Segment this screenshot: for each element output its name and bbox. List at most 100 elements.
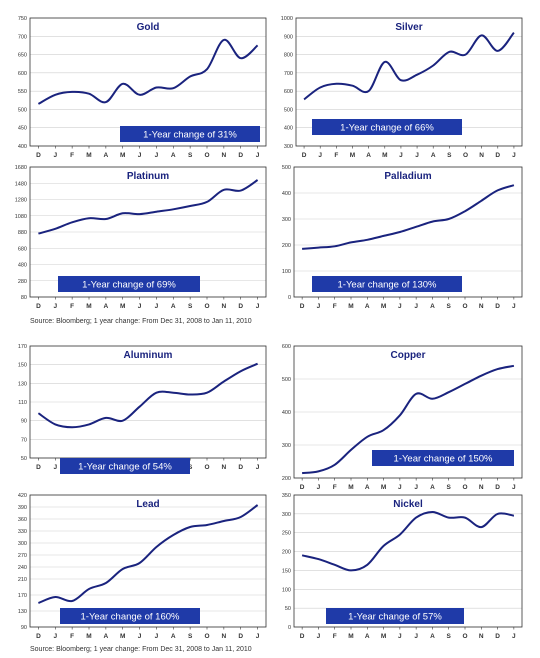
copper-y-tick-label: 500	[282, 377, 291, 383]
palladium-plot-frame	[293, 166, 523, 298]
silver-x-tick-label: M	[350, 152, 355, 159]
lead-change-badge-label: 1-Year change of 160%	[81, 612, 181, 623]
nickel-x-tick-label: J	[512, 633, 516, 640]
gold-x-tick-label: D	[36, 152, 41, 159]
palladium-change-badge	[312, 276, 462, 292]
platinum-x-tick-label: D	[36, 303, 41, 310]
nickel-x-tick-label: D	[300, 633, 305, 640]
copper-series-line	[301, 364, 515, 475]
gold-x-tick-label: A	[104, 152, 109, 159]
palladium-x-tick-label: S	[447, 303, 452, 310]
lead-x-tick-label: F	[70, 633, 74, 640]
nickel-y-tick-label: 100	[282, 587, 291, 593]
silver-y-tick-label: 1000	[281, 16, 293, 22]
nickel-y-tick-label: 300	[282, 512, 291, 518]
lead-x-tick-label: D	[238, 633, 243, 640]
copper-y-tick-label: 200	[282, 476, 291, 482]
aluminum-y-tick-label: 110	[18, 400, 27, 406]
lead-x-tick-label: J	[138, 633, 142, 640]
gold-x-tick-label: N	[222, 152, 227, 159]
platinum-chart-title: Platinum	[127, 171, 169, 182]
palladium-y-tick-label: 100	[282, 269, 291, 275]
gold-y-tick-label: 650	[18, 53, 27, 59]
gold-series-line	[37, 38, 259, 105]
silver-y-tick-label: 300	[284, 144, 293, 150]
palladium-x-tick-label: D	[495, 303, 500, 310]
silver-y-tick-label: 700	[284, 71, 293, 77]
aluminum-y-tick-label: 130	[18, 381, 27, 387]
lead-x-tick-label: S	[188, 633, 193, 640]
copper-x-tick-label: A	[365, 484, 370, 491]
nickel-plot-frame	[293, 494, 523, 628]
silver-x-tick-label: N	[479, 152, 484, 159]
platinum-x-tick-label: F	[70, 303, 74, 310]
gold-x-tick-label: O	[204, 152, 209, 159]
palladium-x-tick-label: F	[333, 303, 337, 310]
nickel-chart-title: Nickel	[393, 499, 423, 510]
aluminum-y-tick-label: 170	[18, 344, 27, 350]
nickel-y-tick-label: 150	[282, 568, 291, 574]
palladium-x-tick-label: O	[462, 303, 467, 310]
gold-y-tick-label: 450	[18, 126, 27, 132]
lead-y-tick-label: 270	[18, 553, 27, 559]
silver-chart-title: Silver	[395, 22, 422, 33]
source-note-top: Source: Bloomberg; 1 year change: From D…	[30, 318, 252, 325]
platinum-x-tick-label: J	[53, 303, 57, 310]
gold-y-tick-label: 750	[18, 16, 27, 22]
lead-y-tick-label: 170	[18, 593, 27, 599]
silver-x-tick-label: J	[512, 152, 516, 159]
nickel-y-tick-label: 50	[285, 606, 291, 612]
nickel-x-tick-label: O	[462, 633, 467, 640]
nickel-x-tick-label: J	[398, 633, 402, 640]
silver-y-tick-label: 500	[284, 107, 293, 113]
palladium-x-tick-label: A	[430, 303, 435, 310]
gold-x-tick-label: J	[256, 152, 260, 159]
lead-y-tick-label: 90	[21, 625, 27, 631]
copper-plot-frame	[293, 345, 523, 479]
platinum-series-line	[38, 179, 259, 235]
lead-y-tick-label: 330	[18, 529, 27, 535]
copper-x-tick-label: J	[414, 484, 418, 491]
silver-y-tick-label: 600	[284, 89, 293, 95]
silver-x-tick-label: A	[431, 152, 436, 159]
platinum-y-tick-label: 1680	[15, 165, 27, 171]
nickel-x-tick-label: M	[348, 633, 353, 640]
lead-x-tick-label: J	[256, 633, 260, 640]
nickel-x-tick-label: A	[365, 633, 370, 640]
silver-change-badge	[312, 119, 462, 135]
palladium-y-tick-label: 200	[282, 243, 291, 249]
platinum-y-tick-label: 280	[18, 279, 27, 285]
gold-x-tick-label: D	[238, 152, 243, 159]
aluminum-x-tick-label: J	[53, 464, 57, 471]
copper-x-tick-label: N	[479, 484, 484, 491]
gold-x-tick-label: J	[53, 152, 57, 159]
lead-x-tick-label: A	[104, 633, 109, 640]
copper-x-tick-label: F	[333, 484, 337, 491]
silver-x-tick-label: M	[382, 152, 387, 159]
copper-x-tick-label: J	[317, 484, 321, 491]
lead-x-tick-label: J	[155, 633, 159, 640]
copper-x-tick-label: M	[381, 484, 386, 491]
silver-y-tick-label: 400	[284, 126, 293, 132]
nickel-change-badge-label: 1-Year change of 57%	[348, 612, 442, 623]
silver-y-tick-label: 900	[284, 34, 293, 40]
gold-plot-frame	[29, 17, 267, 147]
copper-y-tick-label: 600	[282, 344, 291, 350]
copper-x-tick-label: O	[462, 484, 467, 491]
platinum-change-badge	[58, 276, 200, 292]
palladium-x-tick-label: J	[317, 303, 321, 310]
silver-series-line	[303, 31, 515, 101]
aluminum-change-badge	[60, 458, 190, 474]
aluminum-chart-title: Aluminum	[124, 350, 173, 361]
platinum-y-tick-label: 880	[18, 230, 27, 236]
nickel-x-tick-label: A	[430, 633, 435, 640]
platinum-y-tick-label: 1280	[15, 198, 27, 204]
aluminum-x-tick-label: J	[256, 464, 260, 471]
nickel-y-tick-label: 0	[288, 625, 291, 631]
gold-y-tick-label: 500	[18, 107, 27, 113]
nickel-x-tick-label: F	[333, 633, 337, 640]
platinum-change-badge-label: 1-Year change of 69%	[82, 280, 176, 291]
lead-x-tick-label: O	[204, 633, 209, 640]
copper-x-tick-label: M	[348, 484, 353, 491]
silver-change-badge-label: 1-Year change of 66%	[340, 123, 434, 134]
